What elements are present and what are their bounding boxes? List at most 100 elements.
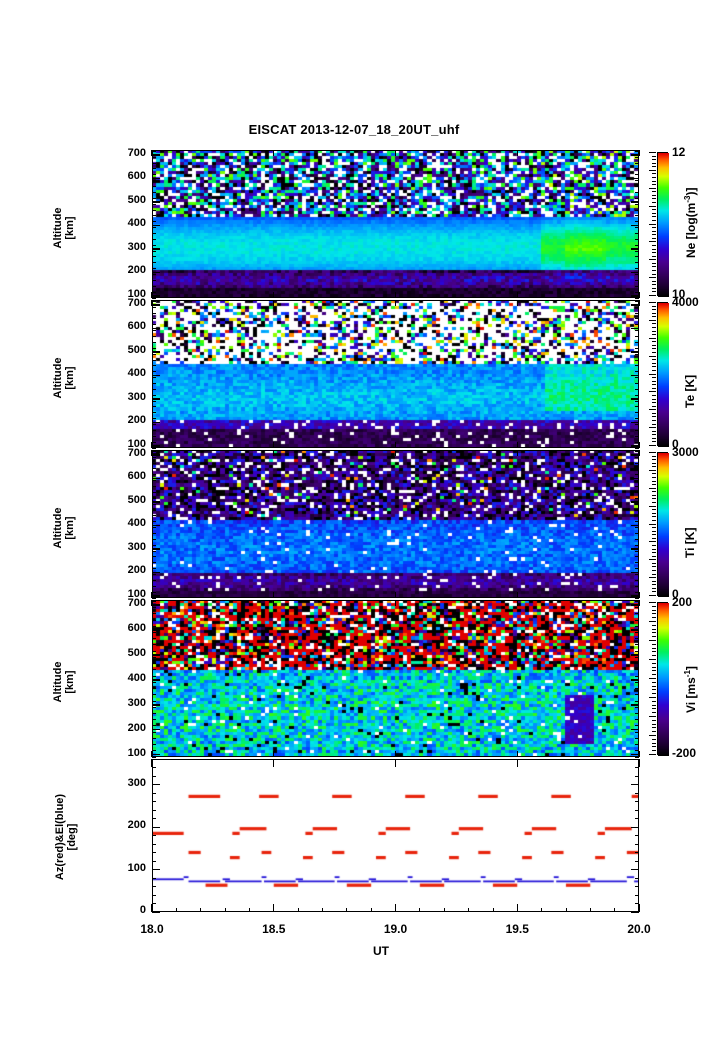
y-minor-azel bbox=[152, 894, 156, 896]
y-tick-te-700 bbox=[152, 304, 160, 306]
y-minor-right-te bbox=[635, 336, 639, 337]
x-tick-panel-bot1-3 bbox=[516, 442, 518, 448]
y-minor-right-ne bbox=[635, 279, 639, 281]
colorbar-tick-vi bbox=[649, 659, 656, 660]
y-minor-right-vi bbox=[635, 669, 639, 671]
y-minor-right-te bbox=[635, 400, 639, 402]
colorbar-tick-ne bbox=[652, 237, 656, 239]
colorbar-tick-vi bbox=[649, 697, 656, 698]
colorbar-tick-vi bbox=[652, 689, 656, 691]
colorbar-tick-ne bbox=[649, 205, 656, 207]
colorbar-tick-ti bbox=[652, 455, 656, 457]
x-tick-label-0: 18.0 bbox=[140, 922, 164, 936]
y-minor-ne bbox=[152, 209, 156, 211]
colorbar-tick-ne bbox=[652, 155, 656, 157]
colorbar-tick-vi bbox=[652, 655, 656, 657]
x-tick-top-2 bbox=[394, 759, 397, 767]
y-minor-right-ne bbox=[635, 262, 639, 264]
y-tick-right-ti-200 bbox=[631, 571, 639, 574]
colorbar-tick-vi bbox=[649, 716, 656, 717]
y-minor-ne bbox=[152, 279, 156, 281]
y-tick-vi-500 bbox=[152, 654, 160, 656]
colorbar-tick-vi bbox=[652, 700, 656, 702]
panel-ne-image bbox=[152, 150, 639, 298]
y-minor-te bbox=[152, 424, 156, 426]
y-tick-label-te-400: 400 bbox=[127, 367, 146, 380]
y-minor-right-te bbox=[635, 424, 639, 426]
y-minor-ne bbox=[152, 150, 156, 152]
y-minor-vi bbox=[152, 706, 156, 708]
y-minor-right-te bbox=[635, 377, 639, 379]
colorbar-tick-ti bbox=[652, 512, 656, 514]
y-minor-ne bbox=[152, 250, 156, 252]
colorbar-tick-vi bbox=[652, 613, 656, 615]
x-minor bbox=[516, 908, 518, 912]
colorbar-max-label-ti: 3000 bbox=[672, 445, 699, 459]
x-tick-panel-bot0-1 bbox=[273, 292, 275, 298]
y-minor-vi bbox=[152, 756, 156, 758]
colorbar-tick-vi bbox=[652, 712, 656, 714]
y-minor-right-vi bbox=[635, 613, 639, 615]
y-tick-right-te-400 bbox=[631, 374, 639, 377]
y-tick-ti-600 bbox=[152, 477, 160, 480]
y-minor-right-ti bbox=[635, 591, 639, 593]
x-minor bbox=[395, 908, 397, 912]
y-minor-right-azel bbox=[635, 775, 639, 777]
y-minor-right-vi bbox=[635, 600, 639, 602]
colorbar-tick-vi bbox=[652, 609, 656, 611]
y-minor-right-ne bbox=[635, 274, 639, 276]
y-minor-right-ti bbox=[635, 509, 639, 511]
colorbar-tick-ti bbox=[652, 527, 656, 529]
colorbar-tick-vi bbox=[652, 681, 656, 683]
x-minor bbox=[443, 908, 445, 912]
colorbar-tick-te bbox=[649, 337, 656, 339]
colorbar-tick-ne bbox=[652, 266, 656, 268]
y-minor-right-azel bbox=[635, 826, 639, 828]
colorbar-tick-ne bbox=[652, 287, 656, 289]
y-minor-right-te bbox=[635, 300, 639, 302]
colorbar-tick-ti bbox=[649, 559, 656, 561]
y-minor-ne bbox=[152, 256, 156, 258]
colorbar-tick-ne bbox=[652, 227, 656, 229]
y-tick-right-te-200 bbox=[631, 421, 639, 424]
y-tick-ne-700 bbox=[152, 154, 160, 156]
y-tick-ti-300 bbox=[152, 548, 160, 550]
x-minor bbox=[273, 908, 275, 912]
colorbar-tick-te bbox=[652, 352, 656, 354]
y-minor-right-vi bbox=[635, 731, 639, 733]
y-minor-ne bbox=[152, 291, 156, 293]
x-tick-panel-bot0-2 bbox=[394, 292, 397, 298]
colorbar-tick-te bbox=[652, 330, 656, 332]
y-minor-right-ti bbox=[635, 562, 639, 564]
colorbar-title-te: Te [K] bbox=[683, 374, 697, 408]
x-tick-top-4 bbox=[638, 759, 640, 767]
x-tick-panel2-3 bbox=[516, 450, 518, 456]
y-minor-right-ne bbox=[635, 250, 639, 252]
colorbar-tick-vi bbox=[652, 605, 656, 607]
y-tick-azel-0 bbox=[152, 911, 160, 913]
y-minor-right-ne bbox=[635, 297, 639, 299]
y-minor-vi bbox=[152, 644, 156, 646]
y-minor-azel bbox=[152, 877, 156, 879]
y-minor-ne bbox=[152, 162, 156, 164]
colorbar-tick-ne bbox=[652, 191, 656, 193]
colorbar-ne bbox=[657, 152, 669, 297]
y-tick-te-600 bbox=[152, 327, 160, 330]
colorbar-tick-te bbox=[652, 430, 656, 432]
y-minor-ne bbox=[152, 297, 156, 299]
y-minor-right-vi bbox=[635, 631, 639, 633]
colorbar-tick-te bbox=[652, 387, 656, 389]
colorbar-tick-ne bbox=[652, 180, 656, 182]
y-tick-label-ti-300: 300 bbox=[127, 540, 146, 553]
y-tick-right-vi-300 bbox=[631, 704, 639, 706]
panel-ne bbox=[152, 150, 639, 298]
x-axis-title: UT bbox=[373, 944, 389, 958]
y-tick-label-azel-300: 300 bbox=[127, 776, 146, 789]
y-minor-right-vi bbox=[635, 650, 639, 652]
colorbar-tick-te bbox=[652, 369, 656, 371]
y-tick-right-vi-500 bbox=[631, 654, 639, 656]
x-minor bbox=[638, 908, 640, 912]
x-tick-panel-bot2-4 bbox=[638, 592, 640, 598]
y-minor-right-ne bbox=[635, 186, 639, 187]
colorbar-tick-ne bbox=[649, 259, 656, 261]
